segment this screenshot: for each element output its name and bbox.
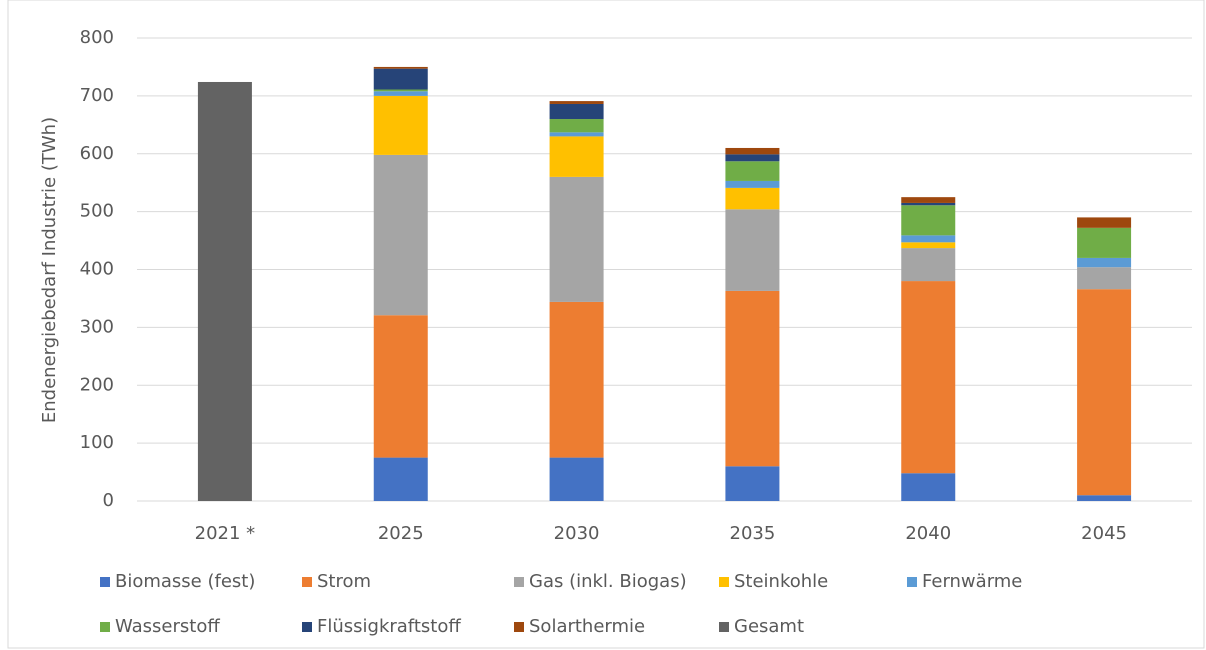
legend-label: Strom: [317, 571, 371, 592]
y-tick-label: 300: [80, 316, 114, 337]
bar-segment: [1077, 217, 1132, 228]
bar-segment: [1077, 257, 1132, 268]
bar-segment: [901, 242, 956, 249]
legend-swatch: [100, 622, 110, 632]
bar-segment: [725, 209, 780, 291]
bar-segment: [549, 132, 604, 137]
y-tick-label: 0: [103, 490, 114, 511]
bar-segment: [373, 89, 428, 92]
bar-segment: [901, 202, 956, 206]
bar-segment: [901, 205, 956, 236]
bar-segment: [549, 101, 604, 104]
bar-segment: [373, 457, 428, 501]
chart-frame: [7, 0, 1205, 649]
bar-segment: [901, 248, 956, 282]
bar-segment: [1077, 289, 1132, 496]
bar-segment: [373, 154, 428, 316]
y-tick-label: 400: [80, 259, 114, 280]
y-tick-label: 700: [80, 85, 114, 106]
y-axis-label: Endenergiebedarf Industrie (TWh): [39, 117, 60, 423]
y-tick-label: 100: [80, 432, 114, 453]
bar-segment: [373, 95, 428, 155]
bar-segment: [725, 466, 780, 501]
bar-segment: [197, 81, 252, 502]
bar-segment: [725, 180, 780, 188]
bar-segment: [549, 176, 604, 302]
legend-label: Steinkohle: [734, 571, 828, 592]
legend-swatch: [302, 622, 312, 632]
x-tick-label: 2021 *: [195, 523, 256, 544]
legend-swatch: [100, 577, 110, 587]
legend-label: Solarthermie: [529, 616, 645, 637]
bar-segment: [549, 103, 604, 120]
bar-segment: [901, 235, 956, 243]
bar-segment: [901, 281, 956, 474]
legend-label: Wasserstoff: [115, 616, 220, 637]
y-tick-label: 800: [80, 27, 114, 48]
bar-segment: [901, 473, 956, 501]
legend-swatch: [719, 577, 729, 587]
x-tick-label: 2040: [905, 523, 951, 544]
bar-segment: [725, 290, 780, 467]
x-tick-label: 2025: [378, 523, 424, 544]
bar-segment: [1077, 227, 1132, 258]
bar-segment: [549, 457, 604, 501]
x-tick-label: 2045: [1081, 523, 1127, 544]
bar-segment: [549, 136, 604, 177]
legend-label: Gesamt: [734, 616, 804, 637]
y-tick-label: 500: [80, 201, 114, 222]
bar-segment: [373, 91, 428, 96]
bar-segment: [725, 187, 780, 210]
legend-swatch: [719, 622, 729, 632]
bar-segment: [725, 154, 780, 162]
legend-swatch: [514, 622, 524, 632]
legend-label: Fernwärme: [922, 571, 1022, 592]
y-tick-label: 600: [80, 143, 114, 164]
bar-segment: [1077, 495, 1132, 501]
x-tick-label: 2035: [730, 523, 776, 544]
bar-segment: [373, 315, 428, 458]
bar-segment: [1077, 267, 1132, 290]
bar-segment: [901, 197, 956, 203]
bar-segment: [549, 119, 604, 133]
bar-segment: [373, 66, 428, 69]
legend-label: Flüssigkraftstoff: [317, 616, 461, 637]
legend-swatch: [302, 577, 312, 587]
bar-segment: [725, 161, 780, 181]
bar-segment: [373, 68, 428, 90]
bar-segment: [549, 301, 604, 458]
y-tick-label: 200: [80, 374, 114, 395]
bar-segment: [725, 147, 780, 155]
legend-swatch: [907, 577, 917, 587]
legend-label: Gas (inkl. Biogas): [529, 571, 687, 592]
x-tick-label: 2030: [554, 523, 600, 544]
legend-label: Biomasse (fest): [115, 571, 255, 592]
legend-swatch: [514, 577, 524, 587]
